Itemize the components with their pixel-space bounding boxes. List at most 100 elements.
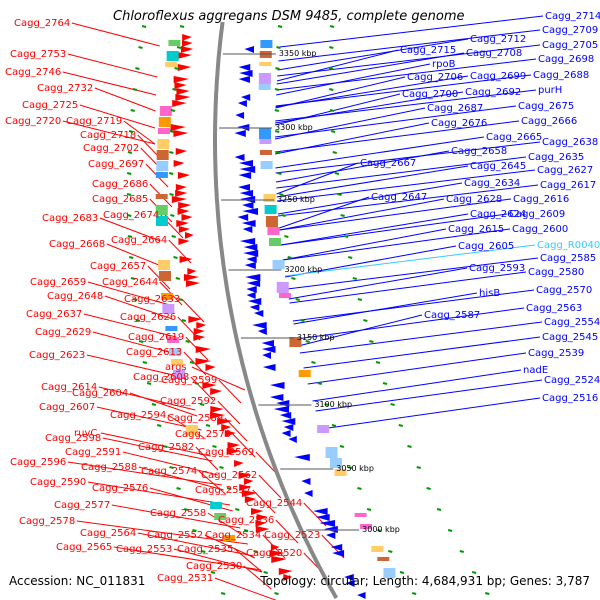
- reverse-gene-label: Cagg_R0040: [537, 240, 600, 251]
- track-guide-tick: [156, 424, 162, 427]
- forward-gene-label: Cagg_2725: [22, 100, 78, 111]
- forward-gene-label: Cagg_2599: [161, 375, 217, 386]
- reverse-gene-arrow: [304, 490, 313, 497]
- reverse-gene-arrow: [234, 130, 246, 137]
- forward-gene-label: Cagg_2523: [264, 530, 320, 541]
- forward-gene-arrow: [171, 196, 188, 203]
- reverse-gene-label: Cagg_2698: [538, 54, 594, 65]
- reverse-gene-arrow: [238, 76, 250, 83]
- track-guide-tick: [348, 466, 353, 469]
- feature-block: [172, 370, 185, 379]
- track-guide-tick: [146, 382, 152, 385]
- kbp-tick-label: 3300 kbp: [275, 123, 313, 132]
- track-guide-tick: [375, 361, 381, 364]
- reverse-gene-arrow: [239, 238, 256, 245]
- track-guide-tick: [274, 109, 280, 112]
- reverse-gene-arrow: [283, 424, 294, 431]
- gene-label-connector: [296, 307, 525, 340]
- feature-block: [210, 502, 223, 509]
- track-guide-tick: [426, 487, 431, 490]
- track-guide-tick: [366, 508, 372, 511]
- feature-block: [157, 128, 170, 134]
- feature-block: [158, 260, 171, 270]
- track-guide-tick: [284, 235, 289, 238]
- reverse-gene-label: Cagg_2658: [451, 146, 507, 157]
- forward-gene-label: Cagg_2720: [5, 116, 61, 127]
- track-guide-tick: [340, 214, 345, 217]
- track-guide-tick: [235, 508, 240, 511]
- reverse-gene-label: Cagg_2609: [509, 209, 565, 220]
- reverse-gene-label: Cagg_2706: [407, 72, 463, 83]
- reverse-gene-arrow: [238, 64, 251, 71]
- track-guide-tick: [329, 25, 335, 28]
- forward-gene-label: Cagg_2562: [201, 470, 257, 481]
- gene-label-connector: [321, 397, 541, 430]
- reverse-gene-arrow: [273, 406, 290, 413]
- track-guide-tick: [176, 46, 182, 49]
- track-guide-tick: [181, 319, 187, 322]
- feature-block: [166, 51, 179, 61]
- feature-block: [167, 337, 180, 343]
- gene-label-connector: [190, 376, 214, 401]
- reverse-gene-label: Cagg_2600: [512, 224, 568, 235]
- forward-gene-label: Cagg_2536: [218, 515, 274, 526]
- track-guide-tick: [135, 67, 140, 70]
- forward-gene-arrow: [193, 334, 206, 341]
- gene-label-connector: [232, 433, 256, 458]
- gene-label-connector: [67, 461, 222, 486]
- forward-gene-label: Cagg_2619: [128, 332, 184, 343]
- reverse-gene-arrow: [253, 310, 264, 317]
- forward-gene-arrow: [210, 406, 224, 413]
- map-title: Chloroflexus aggregans DSM 9485, complet…: [113, 9, 465, 24]
- gene-label-connector: [282, 228, 511, 261]
- reverse-gene-label: Cagg_2627: [537, 165, 593, 176]
- kbp-tick-label: 3100 kbp: [314, 400, 352, 409]
- forward-gene-arrow: [178, 202, 192, 209]
- forward-gene-label: Cagg_2596: [10, 457, 66, 468]
- gene-label-connector: [275, 136, 485, 169]
- track-guide-tick: [171, 235, 176, 238]
- gene-label-connector: [86, 354, 187, 379]
- track-guide-tick: [330, 130, 336, 133]
- reverse-gene-label: Cagg_2687: [427, 103, 483, 114]
- feature-block: [155, 172, 168, 178]
- reverse-gene-arrow: [243, 250, 259, 257]
- track-guide-tick: [295, 298, 300, 301]
- gene-label-connector: [62, 71, 157, 96]
- forward-gene-arrow: [180, 46, 194, 53]
- gene-label-connector: [276, 49, 399, 82]
- forward-gene-arrow: [217, 418, 233, 425]
- gene-label-connector: [258, 474, 282, 499]
- track-guide-tick: [127, 235, 133, 238]
- reverse-gene-arrow: [262, 352, 272, 359]
- gene-label-connector: [276, 52, 465, 85]
- track-guide-tick: [176, 487, 181, 490]
- forward-gene-arrow: [210, 388, 223, 395]
- track-guide-tick: [169, 130, 175, 133]
- gene-label-connector: [147, 265, 171, 290]
- track-guide-tick: [127, 214, 132, 217]
- feature-block: [269, 238, 282, 246]
- reverse-gene-arrow: [247, 298, 262, 305]
- reverse-gene-arrow: [316, 514, 330, 521]
- feature-block: [170, 359, 183, 365]
- gene-label-connector: [204, 534, 256, 559]
- feature-block: [162, 304, 175, 314]
- feature-block: [159, 106, 172, 116]
- feature-block: [260, 161, 273, 169]
- gene-label-connector: [287, 257, 539, 290]
- forward-gene-arrow: [193, 328, 205, 335]
- feature-block: [258, 128, 271, 139]
- track-guide-tick: [275, 67, 280, 70]
- feature-block: [155, 216, 168, 226]
- feature-block: [165, 62, 178, 67]
- forward-gene-label: Cagg_2552: [147, 530, 203, 541]
- track-guide-tick: [416, 466, 421, 469]
- forward-gene-label: Cagg_2582: [138, 442, 194, 453]
- track-guide-tick: [220, 592, 226, 595]
- gene-label-connector: [252, 489, 276, 514]
- forward-gene-arrow: [173, 76, 190, 83]
- forward-gene-label: Cagg_2557: [195, 485, 251, 496]
- feature-block: [156, 161, 169, 171]
- kbp-tick-label: 3250 kbp: [277, 195, 315, 204]
